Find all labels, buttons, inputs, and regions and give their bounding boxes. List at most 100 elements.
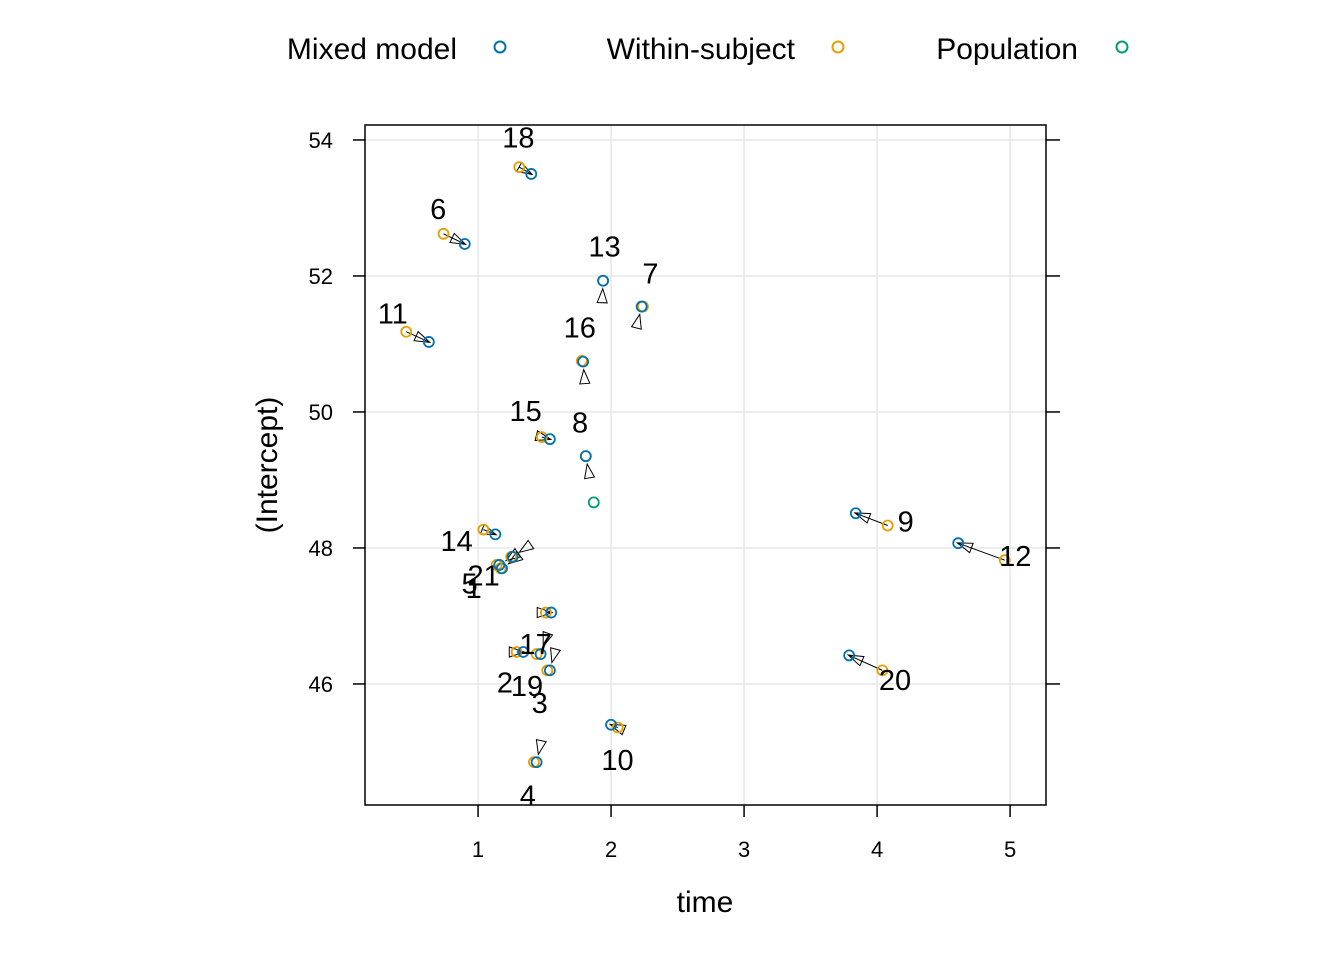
mixed-model-point [635,300,648,313]
shrinkage-line [848,654,883,671]
legend-label: Population [936,33,1078,66]
shrinkage-arrowhead [508,646,526,658]
mixed-model-point [579,450,592,463]
mixed-model-point [422,336,435,348]
x-tick-label: 4 [871,837,883,862]
y-axis-title: (Intercept) [251,397,284,534]
within-subject-point [477,523,490,536]
subject-label: 18 [502,122,534,154]
subject-label: 17 [520,629,552,661]
plot-frame [364,124,1047,806]
shrinkage-arrowhead [413,330,432,343]
shrinkage-arrowhead [449,232,468,246]
within-subject-point [536,431,548,444]
mixed-model-point [534,648,547,660]
mixed-model-point [577,355,590,368]
within-subject-point [881,519,894,532]
shrinkage-line [519,166,532,175]
shrinkage-arrowhead [846,654,865,667]
shrinkage-line [483,529,496,535]
subject-label: 5 [461,569,477,601]
mixed-model-point [545,606,558,619]
shrinkage-arrowhead [853,512,872,524]
within-subject-point [513,161,526,174]
shrinkage-arrowhead [518,539,535,554]
mixed-model-point [525,168,538,180]
y-tick-label: 48 [309,536,333,561]
subject-label: 13 [588,232,620,264]
subject-label: 10 [601,745,633,777]
shrinkage-line [443,233,465,245]
subject-label: 21 [468,561,500,593]
subject-label: 12 [999,541,1031,573]
mixed-model-point [493,559,506,571]
shrinkage-arrowhead [630,312,642,330]
within-subject-point [539,606,552,619]
x-tick-label: 3 [738,837,750,862]
mixed-model-point [597,274,609,287]
within-subject-point [998,554,1011,567]
legend: Mixed model Within-subject Population [287,33,1129,66]
subject-label: 7 [642,259,658,291]
mixed-model-point [530,756,543,769]
subject-label: 9 [898,506,914,538]
mixed-model-point [849,507,862,520]
mixed-model-point [506,550,519,563]
subject-label: 19 [511,671,543,703]
subject-label: 6 [430,194,446,226]
subject-label: 1 [466,573,482,605]
subject-label: 2 [497,667,513,699]
mixed-model-point [952,537,965,550]
legend-marker [831,40,845,54]
x-axis-title: time [677,886,734,919]
within-subject-point [510,646,523,658]
shrinkage-line [406,331,430,343]
x-tick-label: 1 [472,837,484,862]
mixed-model-point [605,718,617,731]
within-subject-point [437,227,450,240]
subject-label: 16 [564,312,596,344]
within-subject-point [530,648,543,660]
legend-label: Within-subject [607,33,796,66]
x-tick-label: 2 [605,837,617,862]
shrinkage-arrowhead [504,547,522,562]
legend-marker [1115,40,1129,54]
legend-label: Mixed model [287,33,457,66]
shrinkage-arrowhead [536,606,554,619]
shrinkage-line [610,724,618,728]
subject-label: 14 [441,526,473,558]
shrinkage-arrowhead [579,368,591,385]
shrinkage-arrowhead [535,738,547,756]
shrinkage-arrowhead [583,462,596,480]
shrinkage-arrowhead [955,542,974,554]
shrinkage-line [958,542,1005,561]
subject-label: 15 [509,396,541,428]
within-subject-point [400,325,413,338]
y-tick-label: 54 [309,128,333,153]
mixed-model-point [543,433,556,446]
within-subject-point [876,664,889,677]
shrinkage-arrowhead [596,287,608,304]
x-tick-label: 5 [1004,837,1016,862]
y-tick-label: 50 [309,400,333,425]
mixed-model-point [843,649,856,662]
y-tick-label: 52 [309,264,333,289]
shrinkage-arrowhead [542,630,554,648]
mixed-model-point [458,238,471,250]
shrinkage-arrowhead [515,161,534,176]
shrinkage-arrowhead [550,647,562,665]
within-subject-point [611,721,624,734]
legend-marker [493,40,507,54]
subject-label: 8 [572,408,588,440]
subject-label: 20 [879,665,911,697]
mixed-model-point [489,528,502,541]
subject-label: 11 [378,299,408,331]
shrinkage-arrowhead [608,723,627,736]
y-tick-label: 46 [309,672,333,697]
mixed-model-point [543,664,556,677]
grid [365,125,1046,805]
shrinkage-arrowhead [479,523,498,536]
